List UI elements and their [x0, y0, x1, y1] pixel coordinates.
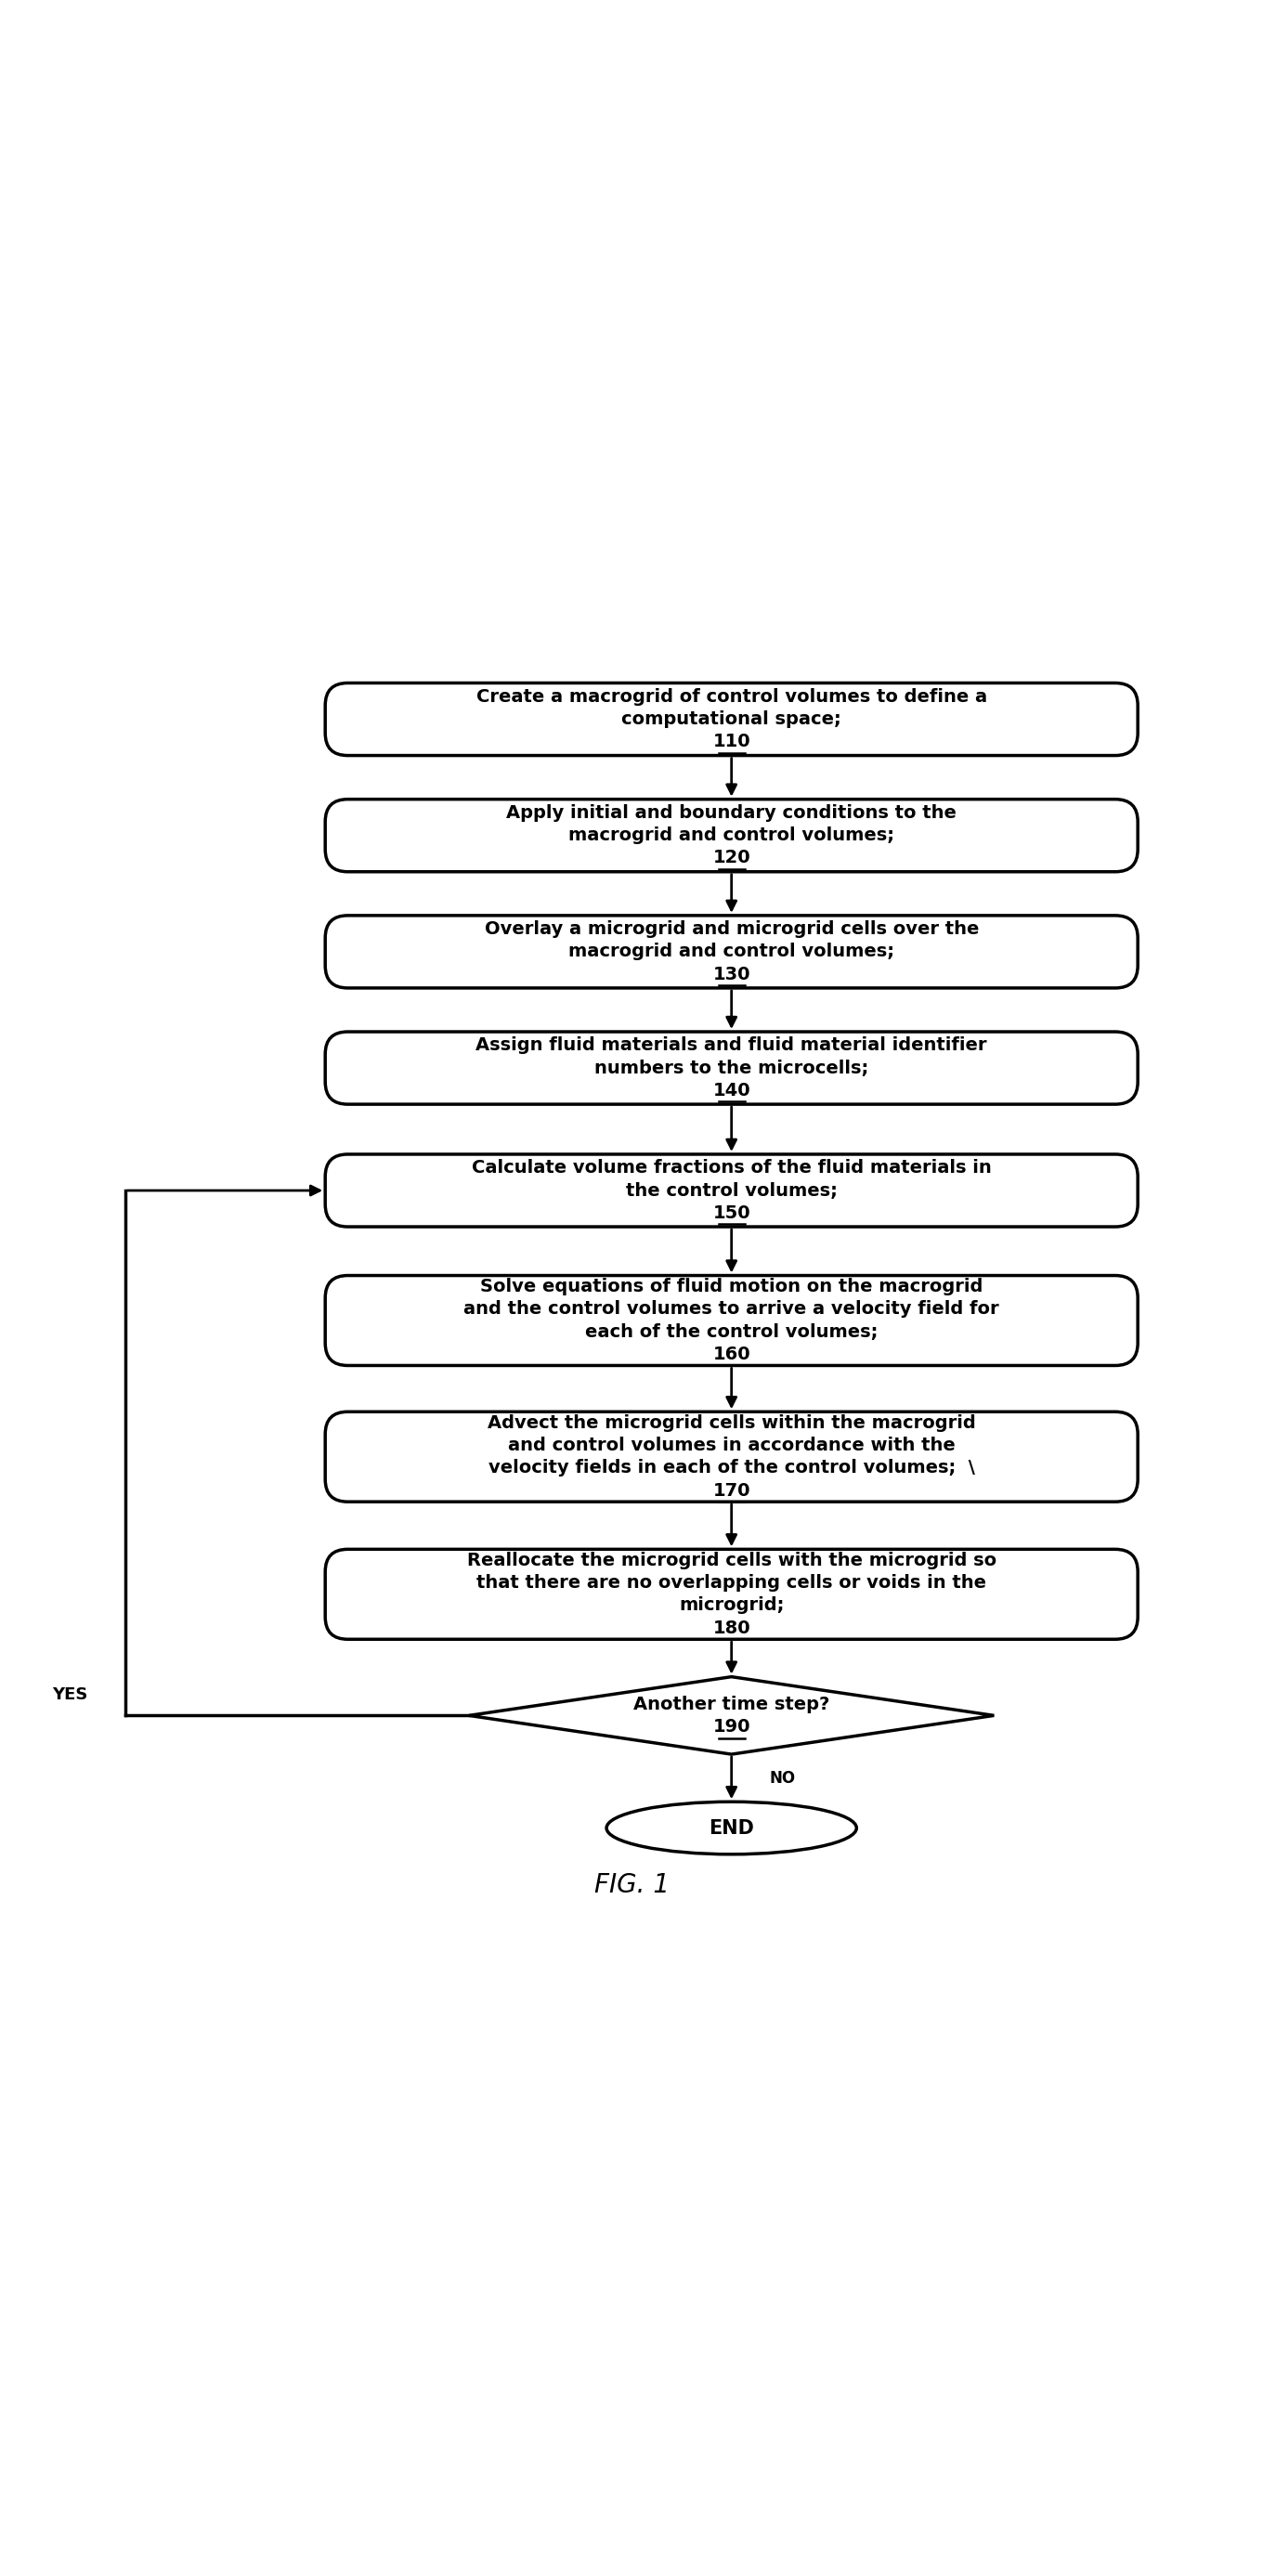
- Text: YES: YES: [52, 1687, 87, 1703]
- Text: velocity fields in each of the control volumes;  \: velocity fields in each of the control v…: [489, 1458, 975, 1476]
- Text: 120: 120: [712, 850, 750, 866]
- Text: each of the control volumes;: each of the control volumes;: [585, 1324, 878, 1340]
- Text: Solve equations of fluid motion on the macrogrid: Solve equations of fluid motion on the m…: [480, 1278, 983, 1296]
- Text: NO: NO: [769, 1770, 796, 1785]
- Text: 160: 160: [712, 1345, 750, 1363]
- Text: Apply initial and boundary conditions to the: Apply initial and boundary conditions to…: [506, 804, 956, 822]
- FancyBboxPatch shape: [326, 1412, 1138, 1502]
- FancyBboxPatch shape: [326, 1548, 1138, 1638]
- Text: 150: 150: [712, 1203, 750, 1221]
- Text: Advect the microgrid cells within the macrogrid: Advect the microgrid cells within the ma…: [488, 1414, 975, 1432]
- Text: that there are no overlapping cells or voids in the: that there are no overlapping cells or v…: [476, 1574, 986, 1592]
- Text: numbers to the microcells;: numbers to the microcells;: [595, 1059, 869, 1077]
- Text: and the control volumes to arrive a velocity field for: and the control volumes to arrive a velo…: [464, 1301, 999, 1319]
- Text: Create a macrogrid of control volumes to define a: Create a macrogrid of control volumes to…: [476, 688, 986, 706]
- Polygon shape: [469, 1677, 994, 1754]
- Text: the control volumes;: the control volumes;: [625, 1182, 837, 1200]
- Text: Another time step?: Another time step?: [633, 1695, 830, 1713]
- Text: 180: 180: [712, 1620, 750, 1636]
- Text: and control volumes in accordance with the: and control volumes in accordance with t…: [508, 1437, 955, 1455]
- FancyBboxPatch shape: [326, 1154, 1138, 1226]
- Text: 130: 130: [712, 966, 750, 984]
- Text: computational space;: computational space;: [621, 711, 841, 729]
- FancyBboxPatch shape: [326, 799, 1138, 871]
- Text: macrogrid and control volumes;: macrogrid and control volumes;: [568, 943, 894, 961]
- Text: Calculate volume fractions of the fluid materials in: Calculate volume fractions of the fluid …: [471, 1159, 991, 1177]
- Text: 190: 190: [712, 1718, 750, 1736]
- Text: Reallocate the microgrid cells with the microgrid so: Reallocate the microgrid cells with the …: [467, 1551, 997, 1569]
- Text: END: END: [709, 1819, 754, 1837]
- FancyBboxPatch shape: [326, 914, 1138, 989]
- Text: macrogrid and control volumes;: macrogrid and control volumes;: [568, 827, 894, 845]
- Text: FIG. 1: FIG. 1: [594, 1873, 669, 1899]
- Text: 110: 110: [712, 734, 750, 750]
- FancyBboxPatch shape: [326, 1275, 1138, 1365]
- Ellipse shape: [606, 1801, 856, 1855]
- Text: microgrid;: microgrid;: [679, 1597, 784, 1615]
- Text: 140: 140: [712, 1082, 750, 1100]
- FancyBboxPatch shape: [326, 683, 1138, 755]
- Text: 170: 170: [712, 1481, 750, 1499]
- FancyBboxPatch shape: [326, 1033, 1138, 1105]
- Text: Overlay a microgrid and microgrid cells over the: Overlay a microgrid and microgrid cells …: [484, 920, 979, 938]
- Text: Assign fluid materials and fluid material identifier: Assign fluid materials and fluid materia…: [476, 1036, 988, 1054]
